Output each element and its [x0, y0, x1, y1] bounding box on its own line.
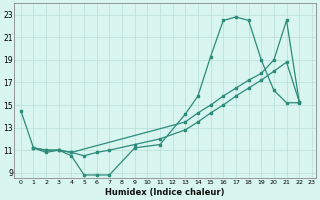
X-axis label: Humidex (Indice chaleur): Humidex (Indice chaleur)	[105, 188, 225, 197]
